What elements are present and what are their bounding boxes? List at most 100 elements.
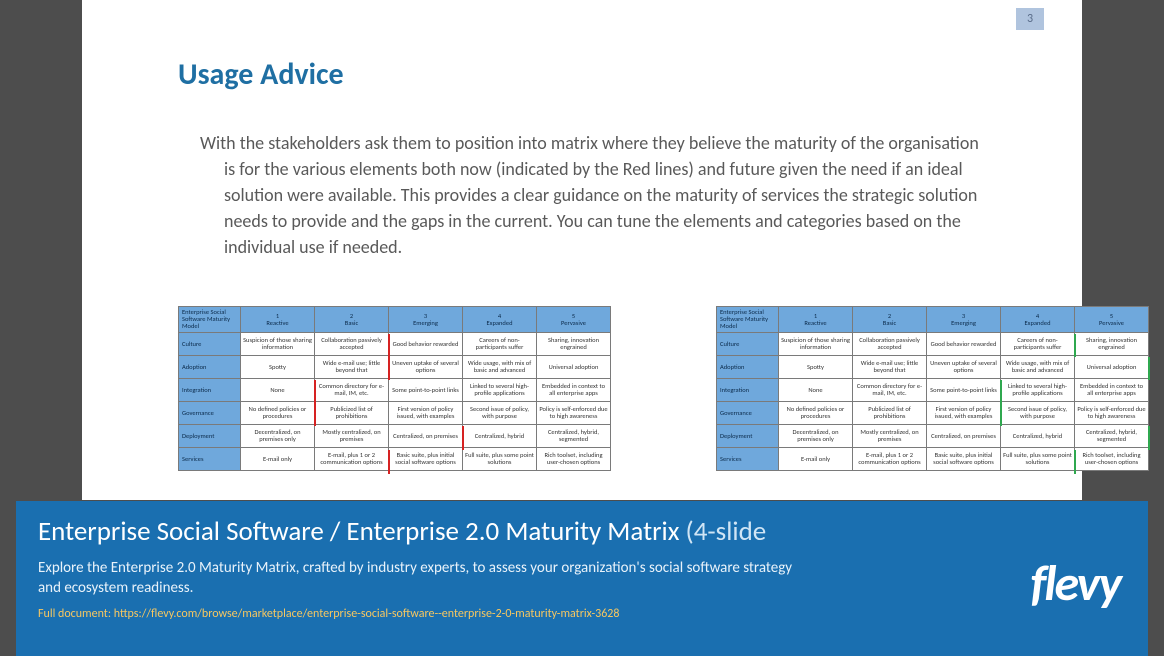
matrix-cell: First version of policy issued, with exa… <box>927 402 1001 425</box>
matrix-cell: Common directory for e-mail, IM, etc. <box>853 379 927 402</box>
matrix-row-label: Integration <box>179 379 241 402</box>
matrix-cell: Good behavior rewarded <box>927 333 1001 356</box>
matrix-cell: E-mail, plus 1 or 2 communication option… <box>853 448 927 471</box>
matrix-cell: Rich toolset, including user-chosen opti… <box>537 448 611 471</box>
matrix-table: Enterprise Social Software Maturity Mode… <box>716 306 1149 471</box>
matrix-cell: Centralized, hybrid <box>463 425 537 448</box>
matrix-cell: Collaboration passively accepted <box>315 333 389 356</box>
matrix-col-header: 3Emerging <box>389 307 463 333</box>
matrix-cell: Decentralized, on premises only <box>779 425 853 448</box>
matrix-cell: Sharing, innovation engrained <box>537 333 611 356</box>
matrix-row-label: Governance <box>717 402 779 425</box>
matrix-col-header: 1Reactive <box>779 307 853 333</box>
flevy-logo: flevy <box>1030 553 1120 614</box>
matrix-cell: No defined policies or procedures <box>241 402 315 425</box>
footer-title-main: Enterprise Social Software / Enterprise … <box>38 515 679 548</box>
matrix-cell: Second issue of policy, with purpose <box>1001 402 1075 425</box>
matrix-row-label: Adoption <box>717 356 779 379</box>
matrix-cell: Rich toolset, including user-chosen opti… <box>1075 448 1149 471</box>
footer-description: Explore the Enterprise 2.0 Maturity Matr… <box>38 558 818 599</box>
matrix-cell: Universal adoption <box>1075 356 1149 379</box>
matrix-row-label: Adoption <box>179 356 241 379</box>
matrix-col-header: 5Pervasive <box>1075 307 1149 333</box>
matrix-cell: E-mail, plus 1 or 2 communication option… <box>315 448 389 471</box>
matrix-cell: Full suite, plus some point solutions <box>1001 448 1075 471</box>
matrix-cell: Wide usage, with mix of basic and advanc… <box>1001 356 1075 379</box>
matrix-cell: Policy is self-enforced due to high awar… <box>537 402 611 425</box>
matrix-cell: None <box>241 379 315 402</box>
footer-banner: Enterprise Social Software / Enterprise … <box>16 501 1148 656</box>
matrix-cell: Full suite, plus some point solutions <box>463 448 537 471</box>
matrix-cell: Suspicion of those sharing information <box>779 333 853 356</box>
footer-title: Enterprise Social Software / Enterprise … <box>38 515 1126 548</box>
indicator-line-segment <box>314 380 316 426</box>
matrix-row-label: Governance <box>179 402 241 425</box>
page-number-badge: 3 <box>1016 8 1044 30</box>
matrix-cell: Uneven uptake of several options <box>389 356 463 379</box>
matrix-cell: Embedded in context to all enterprise ap… <box>537 379 611 402</box>
matrix-cell: Spotty <box>241 356 315 379</box>
matrix-col-header: 3Emerging <box>927 307 1001 333</box>
matrix-row-label: Services <box>717 448 779 471</box>
slide-body-text: With the stakeholders ask them to positi… <box>200 130 990 260</box>
matrix-cell: Publicized list of prohibitions <box>315 402 389 425</box>
matrix-cell: Centralized, on premises <box>389 425 463 448</box>
matrix-cell: First version of policy issued, with exa… <box>389 402 463 425</box>
matrix-cell: Embedded in context to all enterprise ap… <box>1075 379 1149 402</box>
indicator-line-segment <box>1000 380 1002 426</box>
matrix-cell: Wide usage, with mix of basic and advanc… <box>463 356 537 379</box>
matrix-cell: Basic suite, plus initial social softwar… <box>927 448 1001 471</box>
matrix-cell: Second issue of policy, with purpose <box>463 402 537 425</box>
matrix-cell: E-mail only <box>241 448 315 471</box>
matrix-cell: E-mail only <box>779 448 853 471</box>
matrix-cell: Decentralized, on premises only <box>241 425 315 448</box>
matrix-cell: None <box>779 379 853 402</box>
matrix-cell: Publicized list of prohibitions <box>853 402 927 425</box>
matrix-col-header: 2Basic <box>853 307 927 333</box>
maturity-matrix-left: Enterprise Social Software Maturity Mode… <box>178 306 611 471</box>
matrix-corner: Enterprise Social Software Maturity Mode… <box>717 307 779 333</box>
matrix-cell: Policy is self-enforced due to high awar… <box>1075 402 1149 425</box>
matrix-cell: No defined policies or procedures <box>779 402 853 425</box>
matrix-cell: Centralized, hybrid <box>1001 425 1075 448</box>
indicator-line-segment <box>388 450 390 474</box>
matrix-cell: Linked to several high-profile applicati… <box>463 379 537 402</box>
indicator-line-segment <box>1074 334 1076 357</box>
matrix-row-label: Culture <box>717 333 779 356</box>
matrix-cell: Careers of non-participants suffer <box>463 333 537 356</box>
matrix-row-label: Deployment <box>179 425 241 448</box>
indicator-line-segment <box>388 334 390 380</box>
matrix-cell: Linked to several high-profile applicati… <box>1001 379 1075 402</box>
matrix-col-header: 5Pervasive <box>537 307 611 333</box>
matrix-cell: Mostly centralized, on premises <box>853 425 927 448</box>
matrix-cell: Centralized, hybrid, segmented <box>537 425 611 448</box>
matrix-col-header: 4Expanded <box>1001 307 1075 333</box>
matrix-col-header: 1Reactive <box>241 307 315 333</box>
matrix-cell: Basic suite, plus initial social softwar… <box>389 448 463 471</box>
matrix-cell: Spotty <box>779 356 853 379</box>
maturity-matrix-right: Enterprise Social Software Maturity Mode… <box>716 306 1149 471</box>
matrix-cell: Careers of non-participants suffer <box>1001 333 1075 356</box>
matrix-cell: Some point-to-point links <box>389 379 463 402</box>
matrix-cell: Mostly centralized, on premises <box>315 425 389 448</box>
matrix-row-label: Integration <box>717 379 779 402</box>
indicator-line-segment <box>1074 450 1076 474</box>
matrix-cell: Uneven uptake of several options <box>927 356 1001 379</box>
matrix-cell: Centralized, on premises <box>927 425 1001 448</box>
matrix-table: Enterprise Social Software Maturity Mode… <box>178 306 611 471</box>
matrix-row-label: Culture <box>179 333 241 356</box>
page-number: 3 <box>1027 12 1033 26</box>
matrix-cell: Good behavior rewarded <box>389 333 463 356</box>
matrix-col-header: 2Basic <box>315 307 389 333</box>
slide-title: Usage Advice <box>178 56 344 93</box>
matrix-row-label: Deployment <box>717 425 779 448</box>
matrix-col-header: 4Expanded <box>463 307 537 333</box>
matrix-row-label: Services <box>179 448 241 471</box>
matrix-cell: Universal adoption <box>537 356 611 379</box>
indicator-line-segment <box>1148 426 1150 450</box>
matrix-cell: Some point-to-point links <box>927 379 1001 402</box>
matrix-cell: Centralized, hybrid, segmented <box>1075 425 1149 448</box>
matrix-cell: Suspicion of those sharing information <box>241 333 315 356</box>
footer-link[interactable]: Full document: https://flevy.com/browse/… <box>38 607 1126 621</box>
matrix-corner: Enterprise Social Software Maturity Mode… <box>179 307 241 333</box>
